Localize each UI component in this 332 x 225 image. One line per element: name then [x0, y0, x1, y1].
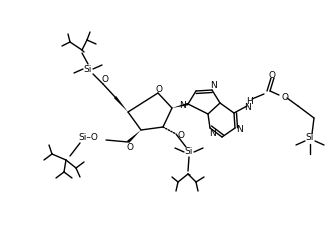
Text: Si: Si	[84, 65, 92, 74]
Polygon shape	[127, 130, 141, 143]
Text: O: O	[282, 94, 289, 103]
Text: H: H	[247, 97, 253, 106]
Text: N: N	[209, 128, 216, 137]
Text: O: O	[155, 86, 162, 94]
Text: O: O	[126, 144, 133, 153]
Text: N: N	[245, 103, 251, 112]
Text: Si: Si	[306, 133, 314, 142]
Text: Si: Si	[185, 148, 193, 157]
Text: O: O	[178, 131, 185, 140]
Text: N: N	[180, 101, 186, 110]
Text: O: O	[102, 76, 109, 85]
Text: N: N	[210, 81, 217, 90]
Polygon shape	[114, 96, 128, 112]
Text: Si–O: Si–O	[78, 133, 98, 142]
Polygon shape	[172, 103, 188, 108]
Text: O: O	[269, 70, 276, 79]
Text: N: N	[237, 124, 243, 133]
